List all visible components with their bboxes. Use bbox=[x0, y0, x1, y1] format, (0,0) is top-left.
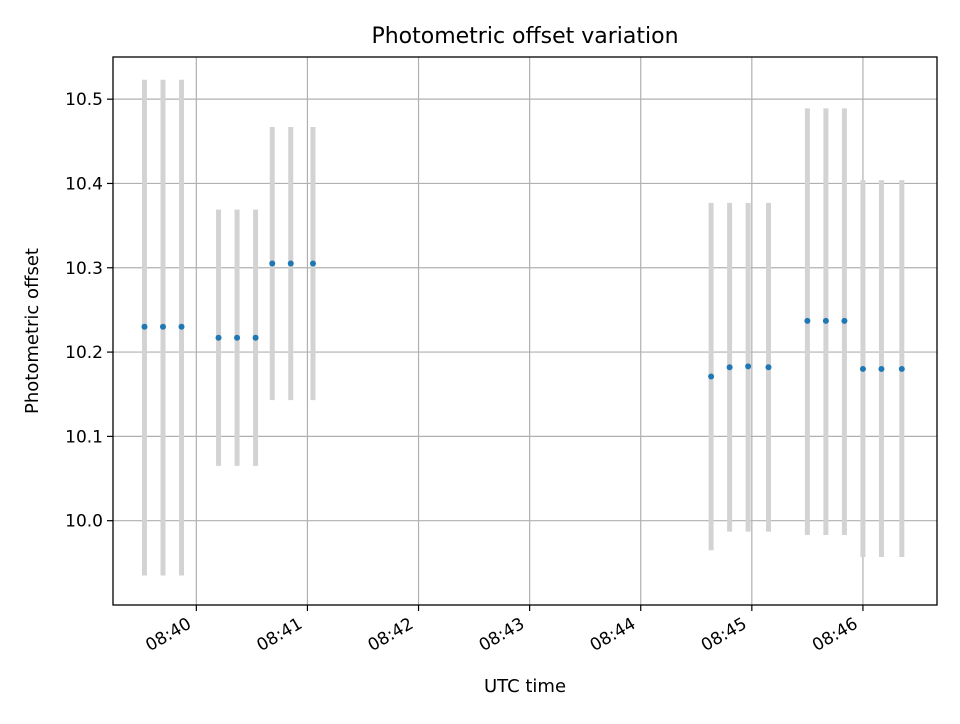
data-point bbox=[765, 364, 772, 371]
data-point bbox=[726, 364, 733, 371]
data-point bbox=[822, 317, 829, 324]
x-tick-label: 08:45 bbox=[698, 614, 750, 656]
x-tick-label: 08:46 bbox=[809, 614, 861, 656]
data-point bbox=[252, 334, 259, 341]
x-tick-label: 08:40 bbox=[142, 614, 194, 656]
errorbar-layer bbox=[141, 79, 905, 576]
grid-layer bbox=[113, 57, 937, 605]
data-point bbox=[708, 373, 715, 380]
data-point bbox=[745, 363, 752, 370]
x-tick-label: 08:44 bbox=[587, 614, 639, 656]
tick-layer: 08:40 08:41 08:42 08:43 08:44 08:45 08:46 10.0 1… bbox=[65, 90, 864, 656]
y-tick-label: 10.2 bbox=[65, 343, 103, 363]
data-point bbox=[804, 317, 811, 324]
y-tick-label: 10.0 bbox=[65, 512, 103, 532]
x-tick-label: 08:43 bbox=[476, 614, 528, 656]
data-point bbox=[269, 260, 276, 267]
x-tick-label: 08:41 bbox=[253, 614, 305, 656]
data-point bbox=[898, 365, 905, 372]
data-point bbox=[309, 260, 316, 267]
y-tick-label: 10.5 bbox=[65, 90, 103, 110]
data-point bbox=[878, 365, 885, 372]
data-point bbox=[215, 334, 222, 341]
y-axis-label: Photometric offset bbox=[22, 248, 43, 414]
data-point bbox=[178, 323, 185, 330]
chart-title: Photometric offset variation bbox=[371, 24, 678, 49]
data-point bbox=[159, 323, 166, 330]
y-tick-label: 10.1 bbox=[65, 427, 103, 447]
x-axis-label: UTC time bbox=[484, 676, 566, 697]
point-layer bbox=[141, 260, 905, 380]
x-tick-label: 08:42 bbox=[365, 614, 417, 656]
data-point bbox=[859, 365, 866, 372]
data-point bbox=[234, 334, 241, 341]
y-tick-label: 10.4 bbox=[65, 174, 103, 194]
y-tick-label: 10.3 bbox=[65, 259, 103, 279]
data-point bbox=[287, 260, 294, 267]
data-point bbox=[141, 323, 148, 330]
data-point bbox=[841, 317, 848, 324]
axes-frame bbox=[112, 56, 938, 606]
